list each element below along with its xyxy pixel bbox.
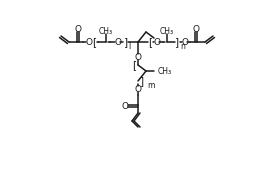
Text: O: O xyxy=(115,37,121,46)
Text: [: [ xyxy=(148,37,152,47)
Text: ]: ] xyxy=(175,37,179,47)
Text: CH₃: CH₃ xyxy=(158,67,172,76)
Text: [: [ xyxy=(92,37,96,47)
Text: n: n xyxy=(180,41,185,51)
Text: CH₃: CH₃ xyxy=(160,26,174,35)
Text: [: [ xyxy=(132,60,136,70)
Text: m: m xyxy=(147,80,154,89)
Text: l: l xyxy=(128,41,130,51)
Text: ]: ] xyxy=(140,76,144,86)
Text: O: O xyxy=(121,101,128,110)
Text: CH₃: CH₃ xyxy=(99,26,113,35)
Text: ]: ] xyxy=(124,37,128,47)
Text: O: O xyxy=(153,37,160,46)
Text: O: O xyxy=(135,84,142,94)
Text: O: O xyxy=(192,24,200,34)
Text: O: O xyxy=(75,24,81,34)
Text: O: O xyxy=(135,52,142,62)
Text: O: O xyxy=(182,37,188,46)
Text: O: O xyxy=(86,37,93,46)
